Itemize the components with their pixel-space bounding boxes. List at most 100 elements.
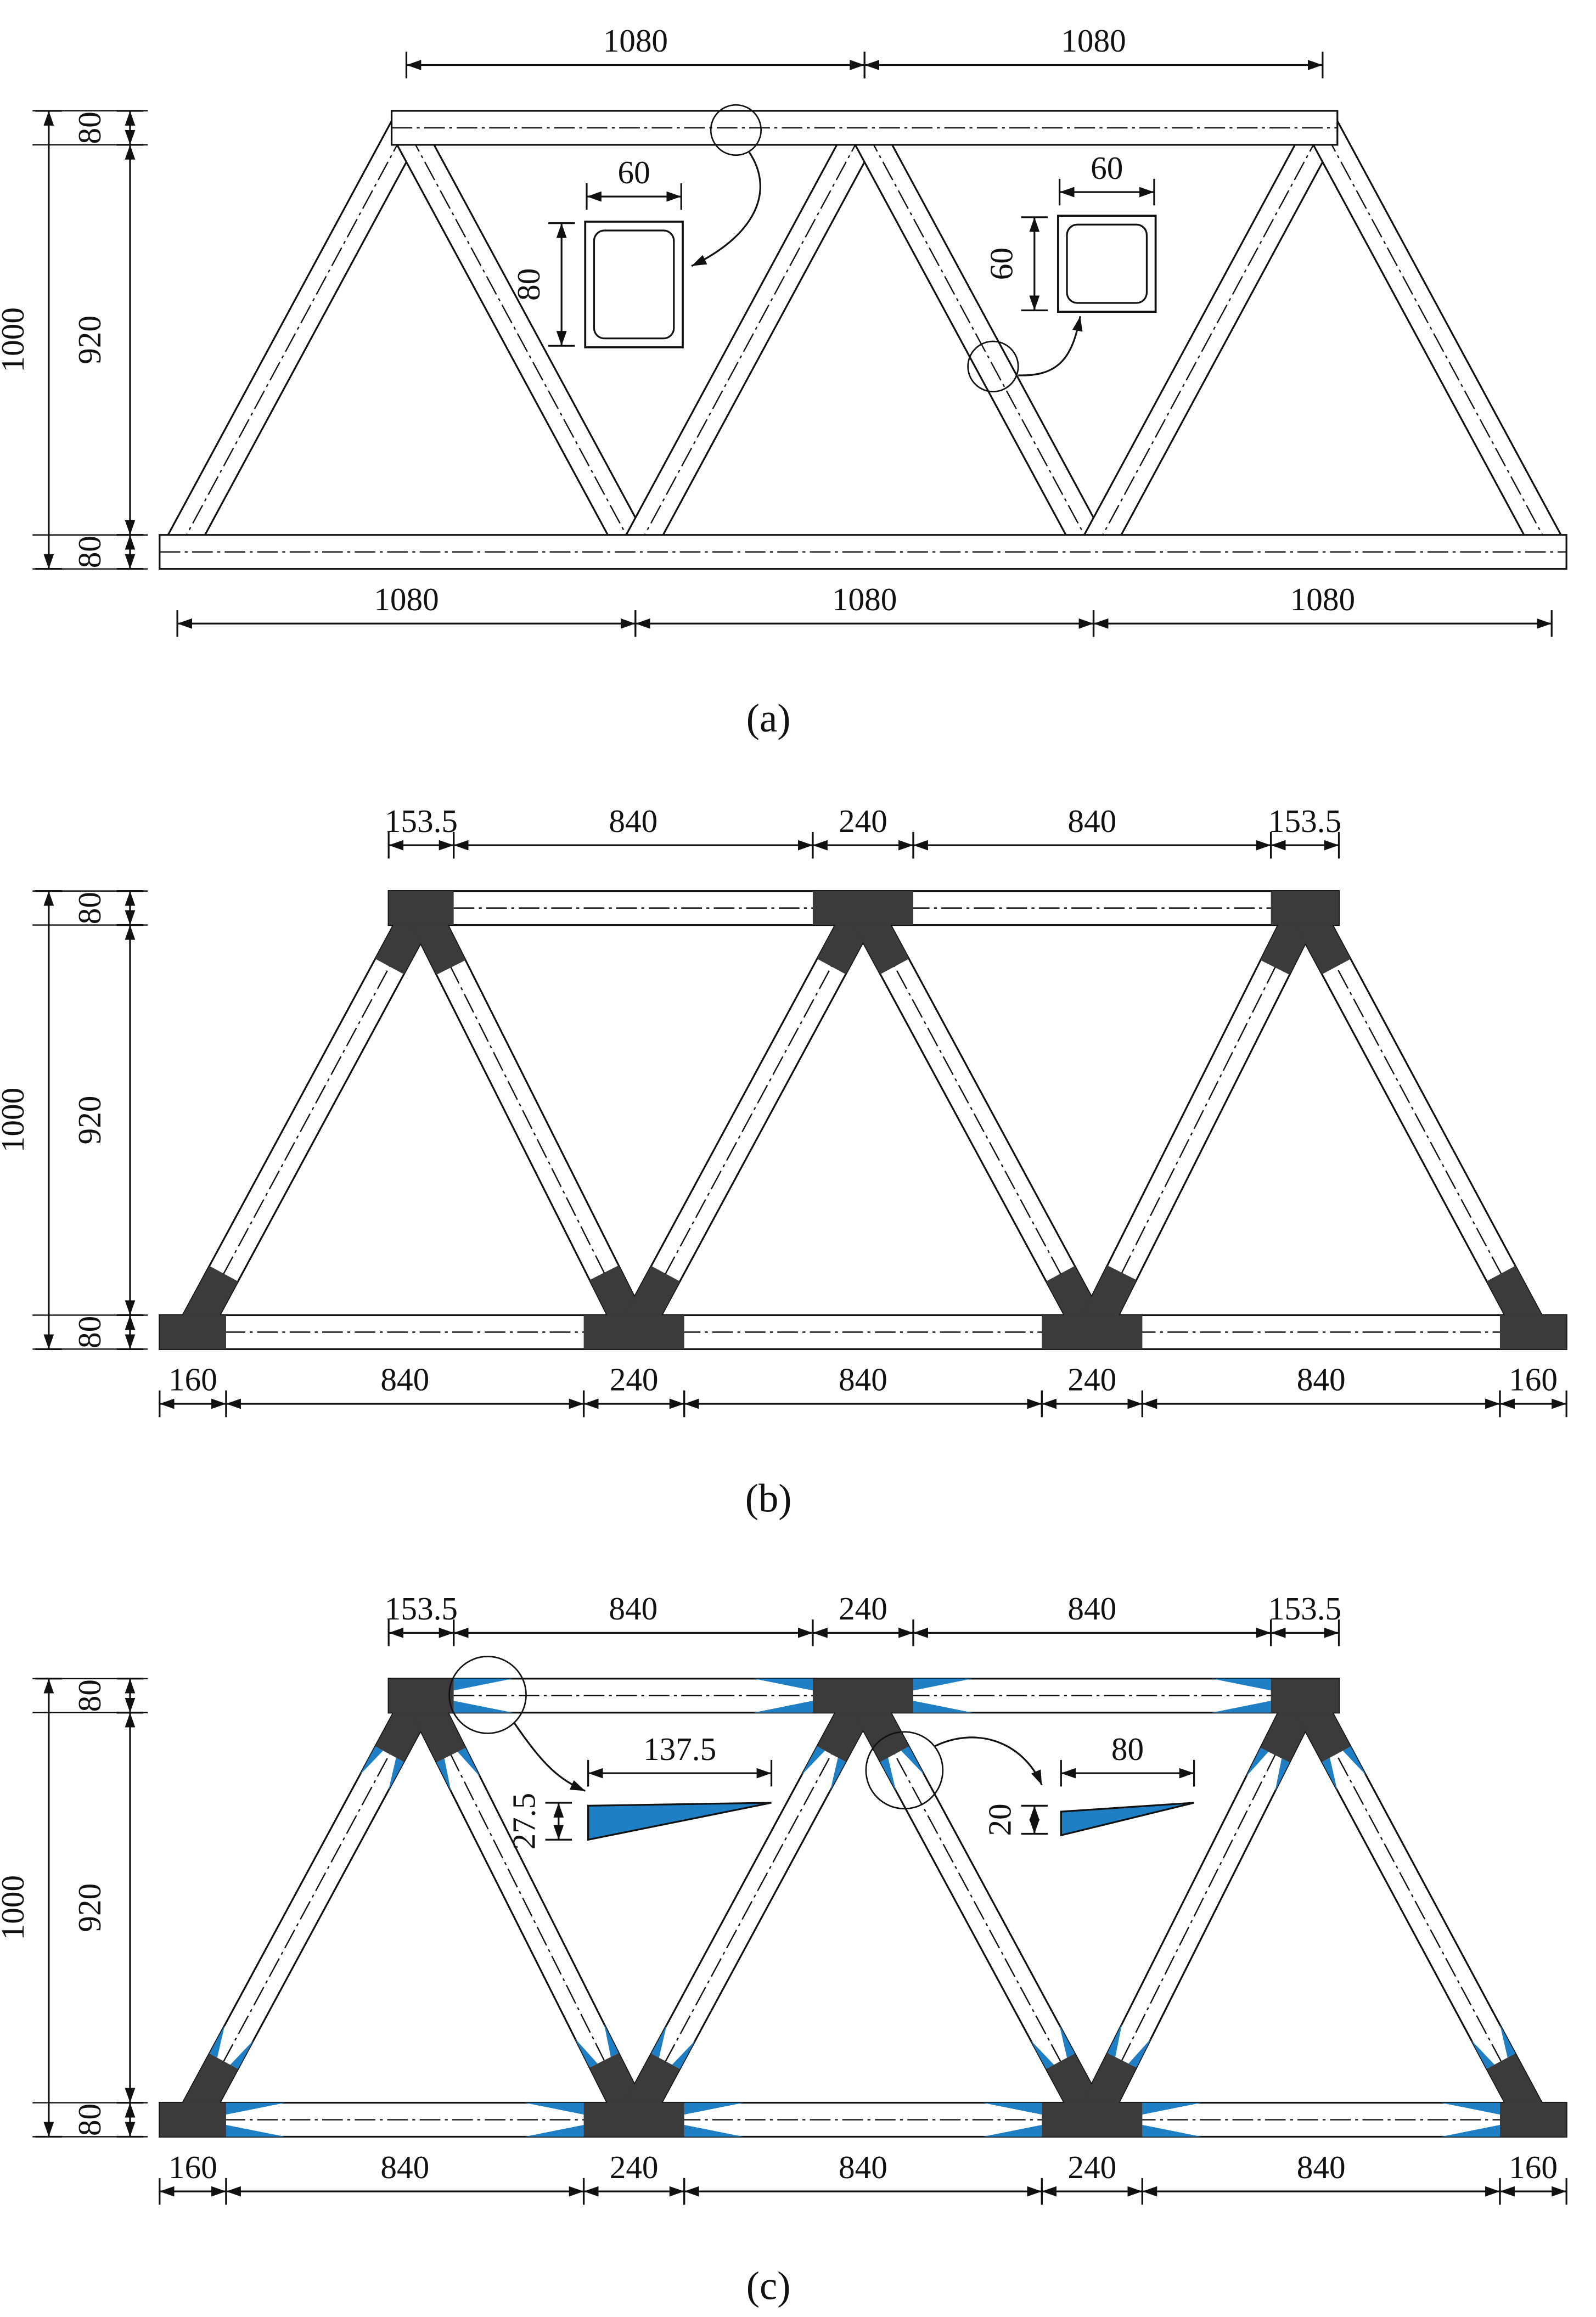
haunch — [1107, 2024, 1122, 2057]
dimension-label: 153.5 — [385, 1590, 458, 1627]
dimension-label: 153.5 — [385, 803, 458, 839]
center-line — [1091, 1695, 1306, 2121]
dimension-label: 137.5 — [643, 1731, 716, 1767]
haunch — [436, 1758, 451, 1792]
haunch — [453, 1678, 513, 1691]
dimension-label: 840 — [609, 803, 657, 839]
haunch — [226, 2124, 285, 2137]
dimension-label: 80 — [71, 111, 108, 144]
dimension-label: 80 — [510, 268, 547, 301]
center-line — [1304, 1695, 1533, 2121]
gusset-plate — [812, 891, 914, 925]
center-line — [634, 127, 866, 553]
dimension-label: 80 — [71, 536, 108, 568]
dimension-label: 27.5 — [506, 1793, 542, 1850]
center-line — [633, 908, 864, 1332]
haunch — [830, 1757, 846, 1791]
leader-arrow — [933, 1736, 1043, 1786]
haunch — [880, 1757, 896, 1791]
haunch — [457, 1747, 480, 1777]
dimension-label: 240 — [610, 2149, 659, 2185]
gusset-plate — [1499, 1315, 1567, 1349]
center-line — [1091, 908, 1306, 1332]
dimension-label: 160 — [1509, 1362, 1558, 1398]
center-line — [420, 908, 635, 1332]
dimension-label: 240 — [1067, 1362, 1116, 1398]
dimension-label: 80 — [71, 1679, 108, 1712]
center-line — [191, 908, 422, 1332]
dimension-label: 160 — [1509, 2149, 1558, 2185]
gusset-plate — [389, 1678, 454, 1713]
gusset-plate — [159, 2102, 226, 2137]
dimension-label: 80 — [71, 2104, 108, 2136]
leader-arrow — [513, 1722, 586, 1792]
dimension-label: 240 — [1067, 2149, 1116, 2185]
haunch — [982, 2124, 1042, 2137]
detail-circle — [448, 1656, 527, 1734]
haunch — [359, 1746, 383, 1775]
panel-caption: (b) — [745, 1476, 792, 1521]
center-line — [864, 127, 1094, 553]
dimension-label: 160 — [168, 1362, 217, 1398]
haunch — [226, 2102, 285, 2115]
dimension-label: 160 — [168, 2149, 217, 2185]
dimension-label: 920 — [71, 1096, 108, 1145]
dimension-label: 240 — [839, 1590, 887, 1627]
detail-circle — [710, 104, 762, 156]
haunch — [651, 2024, 667, 2058]
dimension-label: 840 — [609, 1590, 657, 1627]
gusset-plate — [1271, 891, 1339, 925]
center-line — [1093, 127, 1323, 553]
center-line — [191, 1695, 422, 2121]
dimension-label: 20 — [982, 1803, 1018, 1836]
center-line — [1304, 908, 1533, 1332]
dimension-label: 1080 — [1061, 23, 1126, 59]
dimension-label: 60 — [618, 154, 650, 190]
dimension-label: 80 — [71, 1316, 108, 1348]
dimension-label: 840 — [1067, 1590, 1116, 1627]
dimension-label: 1080 — [832, 581, 897, 617]
gusset-plate — [812, 1678, 914, 1713]
dimension-label: 920 — [71, 1883, 108, 1932]
haunch — [1128, 2038, 1151, 2068]
haunch — [604, 2024, 619, 2057]
leader-arrow — [1018, 316, 1083, 376]
detail-circle — [865, 1731, 944, 1810]
center-line — [420, 1695, 635, 2121]
haunch — [524, 2102, 584, 2115]
dimension-label: 1000 — [0, 1875, 31, 1940]
panel-caption: (c) — [746, 2264, 791, 2308]
dimension-label: 840 — [380, 2149, 429, 2185]
haunch — [1031, 2040, 1054, 2069]
haunch — [1471, 2040, 1495, 2069]
haunch — [684, 2102, 744, 2115]
center-line — [406, 127, 636, 553]
tube-section-inner — [593, 229, 675, 340]
gusset-plate — [583, 1315, 684, 1349]
haunch-detail — [587, 1802, 772, 1841]
dimension-label: 840 — [380, 1362, 429, 1398]
dimension-label: 60 — [983, 248, 1019, 280]
dimension-label: 840 — [1297, 2149, 1346, 2185]
panel-caption: (a) — [746, 696, 791, 740]
dimension-label: 80 — [71, 892, 108, 924]
haunch — [1322, 1757, 1338, 1791]
haunch-detail — [1060, 1802, 1194, 1837]
detail-circle — [967, 340, 1019, 392]
haunch — [1275, 1758, 1290, 1792]
dimension-label: 1080 — [1290, 581, 1355, 617]
gusset-plate — [583, 2102, 684, 2137]
gusset-plate — [159, 1315, 226, 1349]
tube-section-inner — [1066, 223, 1148, 304]
center-line — [177, 127, 407, 553]
haunch — [230, 2040, 254, 2069]
gusset-plate — [1042, 1315, 1143, 1349]
haunch — [1342, 1746, 1366, 1775]
haunch — [524, 2124, 584, 2137]
dimension-label: 840 — [839, 1362, 887, 1398]
center-line — [862, 908, 1093, 1332]
haunch — [209, 2024, 225, 2058]
gusset-plate — [1499, 2102, 1567, 2137]
